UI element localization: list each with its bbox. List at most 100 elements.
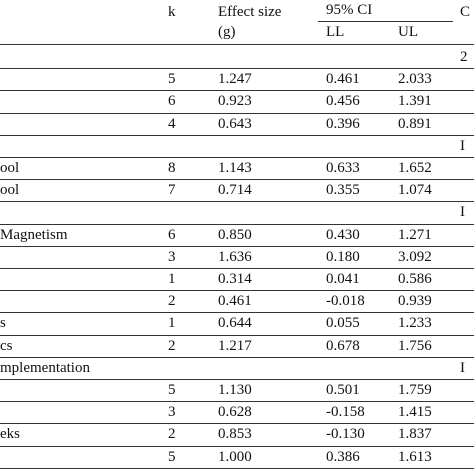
ul: 2.033 bbox=[398, 71, 432, 88]
k: 5 bbox=[168, 71, 176, 88]
rule bbox=[0, 179, 474, 181]
k: 3 bbox=[168, 404, 176, 421]
k: 8 bbox=[168, 160, 176, 176]
effect-size: 0.850 bbox=[218, 226, 252, 243]
rule bbox=[0, 90, 474, 92]
effect-size: 0.628 bbox=[218, 404, 252, 421]
ul: 1.756 bbox=[398, 337, 432, 354]
rule bbox=[0, 423, 474, 425]
effect-size: 1.000 bbox=[218, 448, 252, 465]
k: 2 bbox=[168, 337, 176, 354]
rule bbox=[0, 356, 474, 358]
ul: 1.415 bbox=[398, 404, 432, 421]
rule bbox=[0, 157, 474, 158]
ul: 1.271 bbox=[398, 226, 432, 243]
k: 2 bbox=[168, 426, 176, 443]
k: 6 bbox=[168, 226, 176, 243]
rule bbox=[0, 312, 474, 314]
rule bbox=[0, 201, 474, 203]
ll: 0.055 bbox=[326, 315, 360, 332]
k: 1 bbox=[168, 271, 176, 287]
rule bbox=[0, 401, 474, 403]
ul: 0.891 bbox=[398, 115, 432, 132]
k: 3 bbox=[168, 248, 176, 265]
effect-size: 0.714 bbox=[218, 182, 252, 199]
row-label: eks bbox=[0, 426, 20, 443]
ul: 1.837 bbox=[398, 426, 432, 443]
ul: 1.613 bbox=[398, 448, 432, 465]
k: 7 bbox=[168, 182, 176, 199]
rule bbox=[0, 268, 474, 269]
ll: 0.633 bbox=[326, 160, 360, 176]
ll: 0.180 bbox=[326, 248, 360, 265]
k: 5 bbox=[168, 448, 176, 465]
k: 5 bbox=[168, 382, 176, 398]
effect-size: 0.923 bbox=[218, 93, 252, 110]
header-ul: UL bbox=[398, 24, 418, 40]
ll: -0.158 bbox=[326, 404, 365, 421]
ul: 1.652 bbox=[398, 160, 432, 176]
effect-size: 1.636 bbox=[218, 248, 252, 265]
rule bbox=[0, 112, 474, 114]
ll: 0.678 bbox=[326, 337, 360, 354]
effect-size: 0.644 bbox=[218, 315, 252, 332]
effect-size: 1.130 bbox=[218, 382, 252, 398]
ul: 3.092 bbox=[398, 248, 432, 265]
rule bbox=[0, 467, 474, 469]
effect-size: 1.217 bbox=[218, 337, 252, 354]
last: 2 bbox=[460, 49, 468, 65]
ll: 0.041 bbox=[326, 271, 360, 287]
ll: 0.501 bbox=[326, 382, 360, 398]
effect-size: 0.314 bbox=[218, 271, 252, 287]
effect-size: 0.853 bbox=[218, 426, 252, 443]
row-label: cs bbox=[0, 337, 13, 354]
row-label: s bbox=[0, 315, 6, 332]
rule bbox=[0, 290, 474, 292]
header-effect-size: Effect size bbox=[218, 4, 282, 20]
k: 6 bbox=[168, 93, 176, 110]
header-last: C bbox=[460, 4, 471, 20]
rule bbox=[0, 379, 474, 380]
effect-size: 0.461 bbox=[218, 293, 252, 310]
effect-size: 1.247 bbox=[218, 71, 252, 88]
ll: 0.456 bbox=[326, 93, 360, 110]
ll: 0.396 bbox=[326, 115, 360, 132]
effect-size: 1.143 bbox=[218, 160, 252, 176]
rule bbox=[0, 44, 474, 45]
ll: 0.386 bbox=[326, 448, 360, 465]
row-label: Magnetism bbox=[0, 226, 68, 243]
ul: 1.759 bbox=[398, 382, 432, 398]
ul: 0.939 bbox=[398, 293, 432, 310]
row-label: ool bbox=[0, 160, 20, 176]
ll: -0.018 bbox=[326, 293, 365, 310]
last: I bbox=[460, 204, 465, 221]
rule bbox=[0, 223, 474, 225]
ul: 1.074 bbox=[398, 182, 432, 199]
last: I bbox=[460, 137, 465, 154]
rule bbox=[318, 21, 453, 22]
k: 4 bbox=[168, 115, 176, 132]
k: 1 bbox=[168, 315, 176, 332]
ll: 0.461 bbox=[326, 71, 360, 88]
row-label: ool bbox=[0, 182, 20, 199]
ul: 1.233 bbox=[398, 315, 432, 332]
ul: 0.586 bbox=[398, 271, 432, 287]
rule bbox=[0, 134, 474, 136]
effect-size: 0.643 bbox=[218, 115, 252, 132]
ll: -0.130 bbox=[326, 426, 365, 443]
header-ll: LL bbox=[326, 24, 345, 40]
rule bbox=[0, 334, 474, 336]
header-k: k bbox=[168, 4, 176, 20]
ll: 0.355 bbox=[326, 182, 360, 199]
header-ci: 95% CI bbox=[326, 2, 373, 18]
rule bbox=[0, 68, 474, 70]
rule bbox=[0, 245, 474, 247]
k: 2 bbox=[168, 293, 176, 310]
last: I bbox=[460, 359, 465, 376]
ll: 0.430 bbox=[326, 226, 360, 243]
ul: 1.391 bbox=[398, 93, 432, 110]
row-label: mplementation bbox=[0, 359, 90, 376]
rule bbox=[0, 445, 474, 447]
header-effect-unit: (g) bbox=[218, 24, 236, 40]
